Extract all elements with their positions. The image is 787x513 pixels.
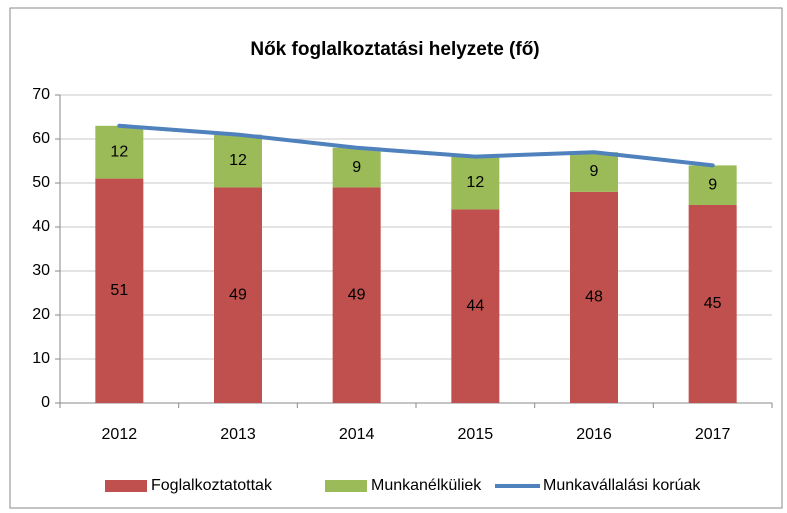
bar-segment — [688, 165, 737, 205]
y-tick-label: 0 — [41, 394, 50, 411]
legend-swatch — [105, 480, 147, 492]
bar-segment — [95, 178, 144, 403]
x-tick-label: 2016 — [576, 426, 612, 443]
y-tick-label: 50 — [32, 174, 50, 191]
legend-label: Foglalkoztatottak — [151, 477, 273, 494]
y-tick-label: 10 — [32, 350, 50, 367]
bar-segment — [570, 152, 618, 192]
x-tick-label: 2012 — [102, 426, 138, 443]
data-label: 9 — [708, 176, 717, 193]
data-label: 45 — [704, 295, 722, 312]
data-label: 12 — [110, 143, 128, 160]
bar-segment — [95, 125, 144, 179]
bar-segment — [451, 156, 500, 210]
x-tick-label: 2017 — [695, 426, 731, 443]
bar-segment — [214, 187, 262, 403]
data-label: 44 — [466, 297, 484, 314]
data-label: 9 — [590, 163, 599, 180]
bar-segment — [214, 134, 262, 188]
data-label: 9 — [352, 159, 361, 176]
y-tick-label: 20 — [32, 306, 50, 323]
legend-label: Munkavállalási korúak — [543, 477, 701, 494]
legend-label: Munkanélküliek — [371, 477, 482, 494]
data-label: 12 — [466, 174, 484, 191]
data-label: 49 — [229, 286, 247, 303]
y-tick-label: 70 — [32, 86, 50, 103]
data-label: 12 — [229, 152, 247, 169]
data-label: 48 — [585, 289, 603, 306]
chart-title: Nők foglalkoztatási helyzete (fő) — [250, 39, 539, 60]
y-tick-label: 60 — [32, 130, 50, 147]
y-tick-label: 40 — [32, 218, 50, 235]
bar-segment — [332, 147, 381, 188]
y-tick-label: 30 — [32, 262, 50, 279]
legend-swatch — [325, 480, 367, 492]
x-tick-label: 2013 — [220, 426, 256, 443]
data-label: 49 — [348, 286, 366, 303]
data-label: 51 — [110, 282, 128, 299]
bar-segment — [451, 209, 500, 403]
bar-segment — [688, 205, 737, 403]
x-tick-label: 2014 — [339, 426, 375, 443]
x-tick-label: 2015 — [458, 426, 494, 443]
bar-segment — [570, 191, 618, 403]
bar-segment — [332, 187, 381, 403]
line-series — [117, 123, 715, 168]
